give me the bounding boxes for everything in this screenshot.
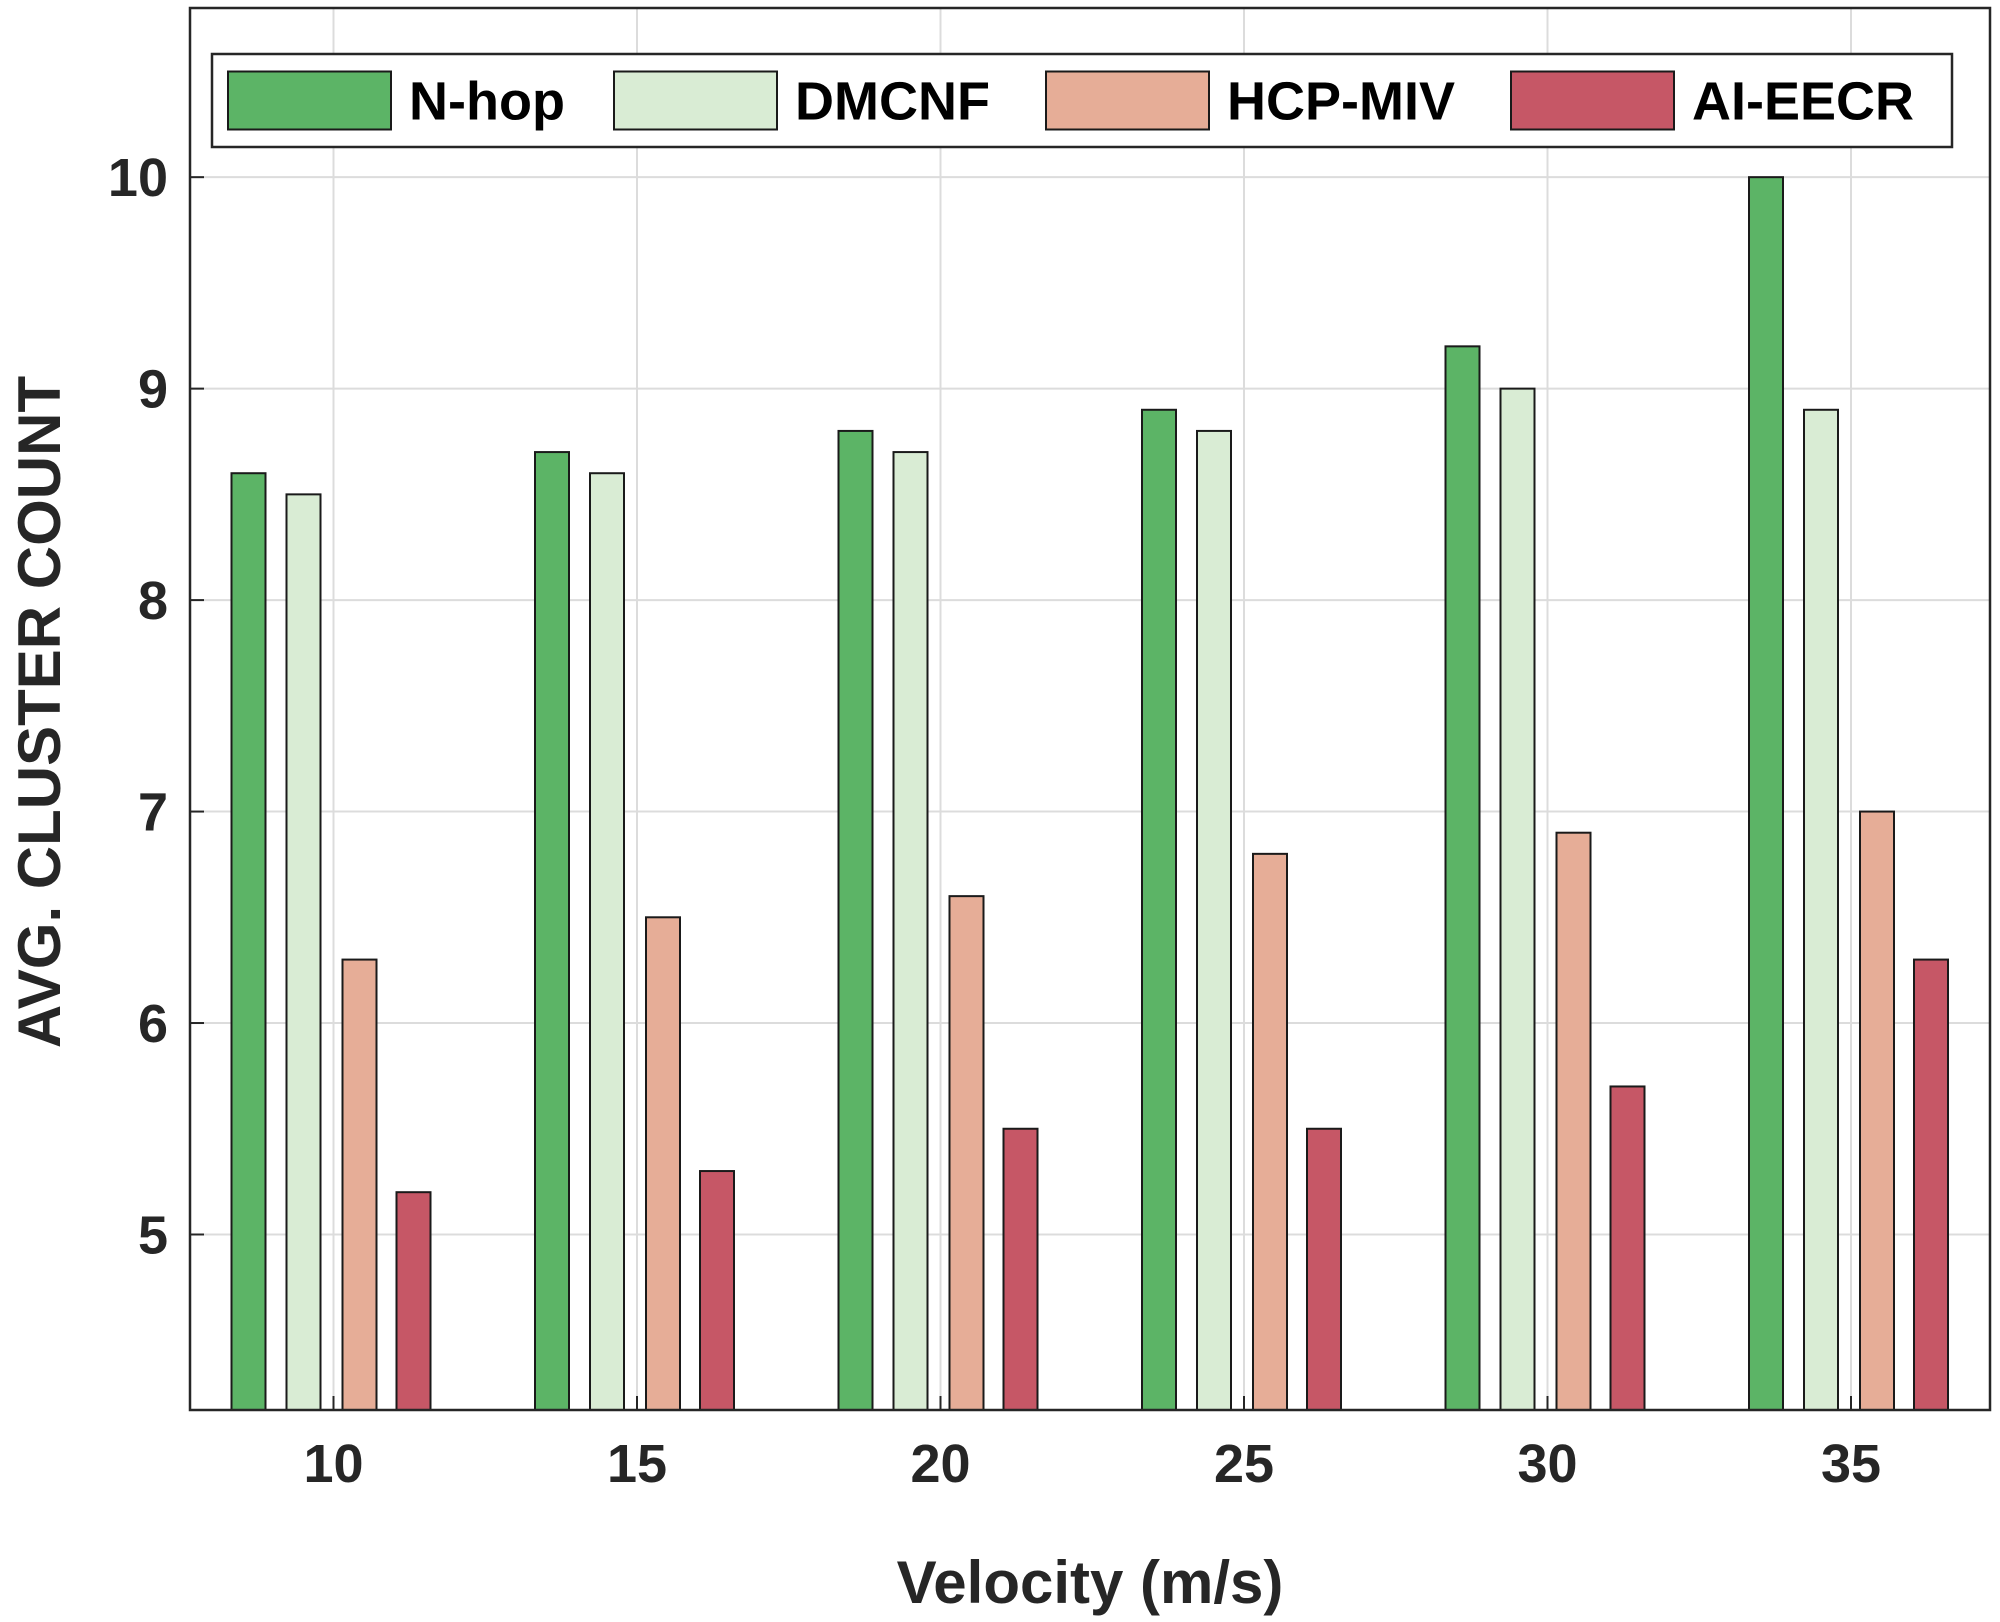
legend-swatch-hcp-miv [1046, 72, 1209, 130]
bar-dmcnf-25 [1197, 431, 1231, 1410]
bar-n-hop-25 [1142, 410, 1176, 1410]
y-tick-label-5: 5 [138, 1205, 168, 1265]
bar-hcp-miv-20 [950, 896, 984, 1410]
bar-hcp-miv-10 [343, 960, 377, 1410]
grid-layer [190, 8, 1990, 1410]
y-tick-label-10: 10 [108, 148, 168, 208]
legend-label-hcp-miv: HCP-MIV [1227, 72, 1455, 132]
bar-dmcnf-15 [590, 473, 624, 1410]
bar-hcp-miv-35 [1860, 812, 1894, 1410]
bar-layer [232, 177, 1949, 1410]
legend-swatch-ai-eecr [1511, 72, 1674, 130]
bar-ai-eecr-20 [1004, 1129, 1038, 1410]
bar-hcp-miv-15 [646, 917, 680, 1410]
legend: N-hop DMCNF HCP-MIV AI-EECR [212, 54, 1952, 147]
bar-chart: 10 15 20 25 30 35 5 6 7 8 9 10 Velocity (m/s) AVG.… [0, 0, 2000, 1622]
bar-n-hop-35 [1749, 177, 1783, 1410]
bar-dmcnf-20 [894, 452, 928, 1410]
legend-label-ai-eecr: AI-EECR [1692, 72, 1914, 132]
x-tick-label-25: 25 [1214, 1434, 1274, 1494]
bar-n-hop-10 [232, 473, 266, 1410]
x-tick-label-30: 30 [1517, 1434, 1577, 1494]
bar-dmcnf-10 [287, 494, 321, 1410]
bar-hcp-miv-30 [1557, 833, 1591, 1410]
bar-hcp-miv-25 [1253, 854, 1287, 1410]
bar-dmcnf-30 [1501, 389, 1535, 1410]
legend-swatch-n-hop [228, 72, 391, 130]
y-tick-label-7: 7 [138, 783, 168, 843]
bar-ai-eecr-25 [1307, 1129, 1341, 1410]
bar-ai-eecr-30 [1611, 1086, 1645, 1410]
x-tick-label-10: 10 [303, 1434, 363, 1494]
x-tick-label-20: 20 [910, 1434, 970, 1494]
y-tick-label-6: 6 [138, 994, 168, 1054]
legend-label-dmcnf: DMCNF [795, 72, 990, 132]
x-tick-label-35: 35 [1821, 1434, 1881, 1494]
legend-label-n-hop: N-hop [409, 72, 565, 132]
bar-ai-eecr-15 [700, 1171, 734, 1410]
plot-frame [190, 8, 1990, 1410]
bar-n-hop-15 [535, 452, 569, 1410]
bar-ai-eecr-10 [397, 1192, 431, 1410]
bar-n-hop-20 [839, 431, 873, 1410]
legend-swatch-dmcnf [614, 72, 777, 130]
y-axis-title: AVG. CLUSTER COUNT [6, 376, 73, 1048]
bar-ai-eecr-35 [1914, 960, 1948, 1410]
x-axis-title: Velocity (m/s) [897, 1549, 1284, 1616]
y-tick-label-9: 9 [138, 360, 168, 420]
x-tick-label-15: 15 [607, 1434, 667, 1494]
bar-dmcnf-35 [1804, 410, 1838, 1410]
y-tick-label-8: 8 [138, 571, 168, 631]
bar-n-hop-30 [1446, 346, 1480, 1410]
